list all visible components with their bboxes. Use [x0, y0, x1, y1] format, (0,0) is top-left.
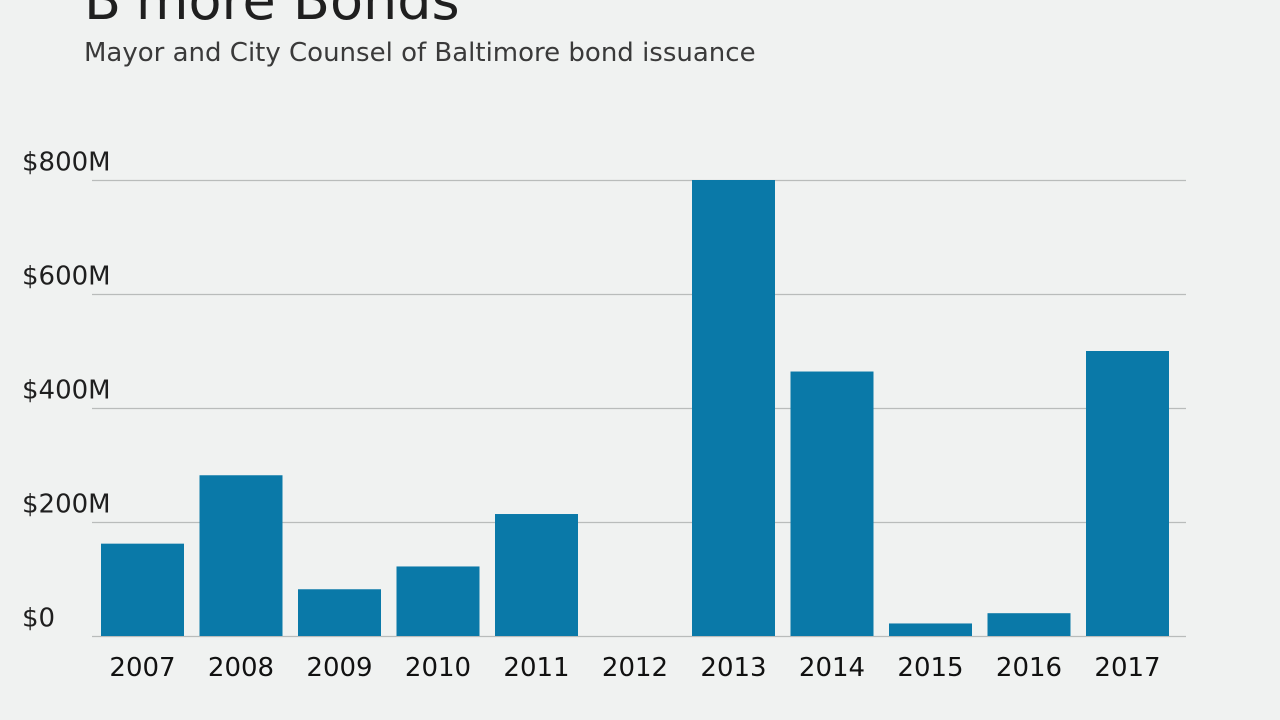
- bar-2015: [889, 623, 972, 636]
- bar-2010: [396, 566, 480, 636]
- bar-2013: [692, 180, 775, 636]
- bar-2016: [987, 613, 1071, 636]
- x-tick-label: 2009: [306, 653, 372, 683]
- x-tick-label: 2017: [1094, 653, 1160, 683]
- y-axis-tick-labels: $0 $200M $400M $600M $800M: [22, 148, 111, 634]
- x-tick-label: 2012: [602, 653, 668, 683]
- x-axis-tick-labels: 2007 2008 2009 2010 2011 2012 2013 2014 2015 2016…: [109, 653, 1160, 683]
- x-tick-label: 2008: [208, 653, 274, 683]
- chart-subtitle: Mayor and City Counsel of Baltimore bond…: [84, 38, 756, 68]
- y-tick-label: $800M: [22, 148, 111, 178]
- y-tick-label: $600M: [22, 262, 111, 292]
- bar-2009: [298, 589, 381, 636]
- x-tick-label: 2014: [799, 653, 865, 683]
- y-tick-label: $200M: [22, 490, 111, 520]
- x-tick-label: 2010: [405, 653, 471, 683]
- x-tick-label: 2013: [700, 653, 766, 683]
- bar-2007: [101, 543, 184, 636]
- bars: [101, 180, 1169, 636]
- bar-2011: [495, 514, 578, 636]
- gridlines: [92, 179, 1186, 638]
- x-tick-label: 2007: [109, 653, 175, 683]
- bar-2014: [790, 371, 874, 636]
- x-tick-label: 2011: [503, 653, 569, 683]
- y-tick-label: $400M: [22, 376, 111, 406]
- bar-2008: [199, 475, 283, 636]
- chart-title: B'more Bonds: [84, 0, 460, 32]
- y-tick-label: $0: [22, 604, 55, 634]
- x-tick-label: 2016: [996, 653, 1062, 683]
- x-tick-label: 2015: [897, 653, 963, 683]
- bar-2017: [1086, 351, 1169, 636]
